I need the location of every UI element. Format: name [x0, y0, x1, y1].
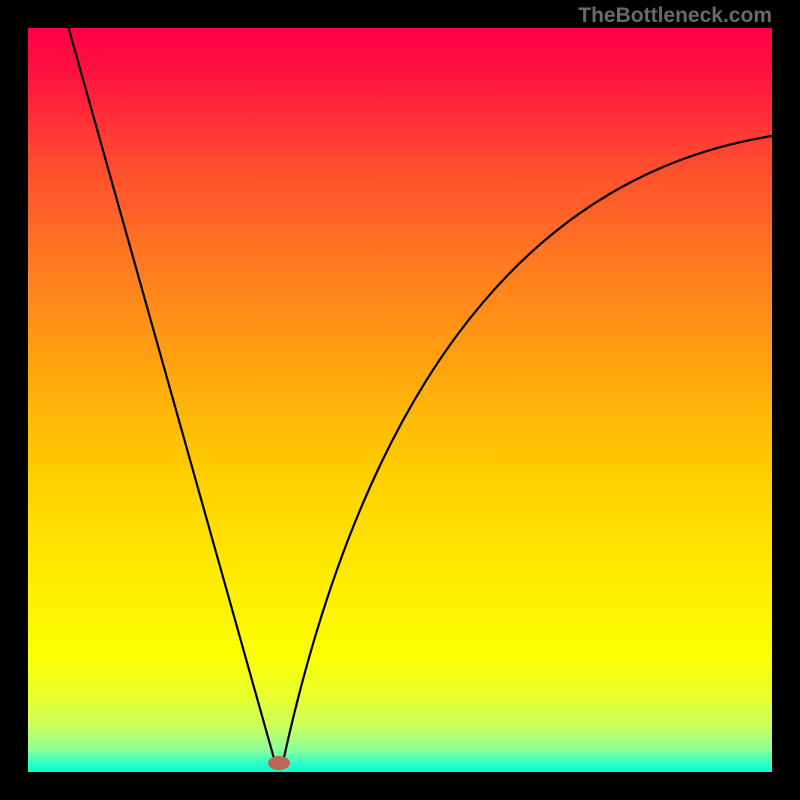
chart-background: [28, 28, 772, 772]
watermark-text: TheBottleneck.com: [578, 4, 772, 28]
min-marker: [268, 756, 290, 770]
chart-plot-area: [28, 28, 772, 772]
chart-svg: [28, 28, 772, 772]
